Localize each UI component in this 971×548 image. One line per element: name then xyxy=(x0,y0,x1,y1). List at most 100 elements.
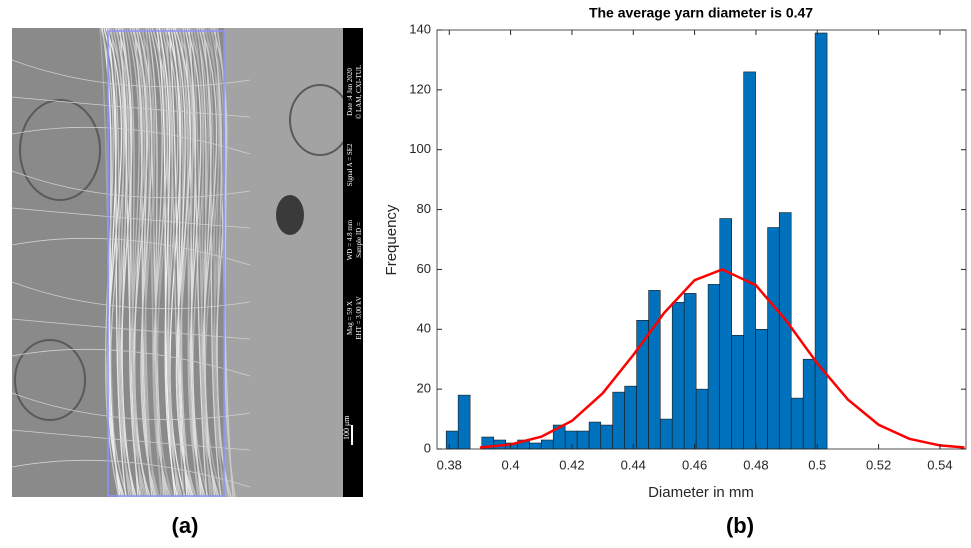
fiber xyxy=(128,28,148,497)
fiber xyxy=(207,28,227,497)
image-substrate xyxy=(224,28,344,497)
fiber xyxy=(147,28,167,497)
fiber xyxy=(186,28,206,497)
info-label: Mag = 59 X xyxy=(346,301,354,335)
bar xyxy=(457,394,471,450)
bar xyxy=(695,388,709,450)
bar xyxy=(683,293,697,450)
scale-bar-label: 100 μm xyxy=(342,415,351,440)
fiber xyxy=(138,28,158,497)
fit-curve xyxy=(479,268,965,449)
fiber xyxy=(210,28,230,497)
stray-fiber xyxy=(12,281,251,310)
selection-box xyxy=(107,30,225,497)
image-circle xyxy=(19,99,101,201)
fiber xyxy=(184,28,204,497)
info-label: Signal A = SE2 xyxy=(346,143,354,187)
fiber xyxy=(124,28,144,497)
info-label: EHT = 3.00 kV xyxy=(355,296,363,339)
bar xyxy=(576,430,590,450)
y-tick-label: 140 xyxy=(409,21,431,36)
x-tick-label: 0.38 xyxy=(437,457,462,472)
x-tick-label: 0.46 xyxy=(682,457,707,472)
stray-fiber xyxy=(12,59,251,88)
fiber xyxy=(209,28,229,497)
x-tick-label: 0.5 xyxy=(808,457,826,472)
y-tick-label: 40 xyxy=(417,321,431,336)
fiber xyxy=(156,28,176,497)
x-tick-label: 0.54 xyxy=(927,457,952,472)
x-tick-label: 0.52 xyxy=(866,457,891,472)
x-tick-label: 0.4 xyxy=(502,457,520,472)
fiber xyxy=(205,28,225,497)
panel-label: (a) xyxy=(172,513,199,538)
fiber xyxy=(151,28,171,497)
y-tick-label: 100 xyxy=(409,141,431,156)
fiber xyxy=(174,28,194,497)
fiber xyxy=(149,28,169,497)
plot-frame xyxy=(436,29,967,450)
fiber xyxy=(200,28,220,497)
sem-image: Date :4 Jun 2020 © LAM, CXI-TUL Signal A =… xyxy=(12,28,363,497)
fiber xyxy=(195,28,215,497)
bar xyxy=(540,439,554,450)
bar xyxy=(659,418,673,450)
fiber xyxy=(161,28,181,497)
y-tick-label: 80 xyxy=(417,201,431,216)
bar xyxy=(767,227,780,450)
bar xyxy=(612,391,625,450)
stray-fiber xyxy=(12,318,251,340)
fiber xyxy=(188,28,208,497)
bar xyxy=(648,290,661,450)
stray-fiber xyxy=(12,429,251,451)
bar xyxy=(707,284,721,450)
image-circle xyxy=(14,339,86,421)
bar xyxy=(624,385,637,450)
bar xyxy=(564,430,578,450)
info-label: Date :4 Jun 2020 xyxy=(346,68,354,116)
fiber xyxy=(137,28,157,497)
fiber xyxy=(172,28,192,497)
info-label: © LAM, CXI-TUL xyxy=(355,65,363,119)
y-axis-label: Frequency xyxy=(383,204,400,275)
fiber xyxy=(114,28,134,497)
bar xyxy=(588,421,602,450)
info-label: Sample ID = xyxy=(355,222,363,258)
x-axis-label: Diameter in mm xyxy=(648,484,754,501)
fiber xyxy=(121,28,141,497)
info-strip xyxy=(343,28,363,497)
fiber xyxy=(202,28,222,497)
stray-fiber xyxy=(12,170,251,199)
stray-fiber xyxy=(12,392,251,421)
bar xyxy=(778,212,792,450)
bar xyxy=(671,302,685,450)
fiber xyxy=(112,28,132,497)
fiber xyxy=(173,28,193,497)
y-tick-label: 0 xyxy=(424,440,431,455)
fiber xyxy=(107,28,127,497)
bar xyxy=(743,71,756,450)
bar xyxy=(790,397,804,450)
fiber xyxy=(115,28,135,497)
fiber xyxy=(135,28,155,497)
x-tick-label: 0.42 xyxy=(559,457,584,472)
bar xyxy=(529,442,542,450)
stray-fiber xyxy=(12,207,251,229)
yarn xyxy=(12,28,251,497)
fiber xyxy=(110,28,130,497)
stray-fiber xyxy=(12,348,251,377)
fiber xyxy=(133,28,153,497)
x-tick-label: 0.44 xyxy=(621,457,646,472)
bar xyxy=(719,218,733,450)
image-hole xyxy=(276,195,304,235)
fiber xyxy=(181,28,201,497)
fiber xyxy=(179,28,199,497)
panel-label: (b) xyxy=(726,513,754,538)
fiber xyxy=(193,28,213,497)
y-tick-label: 120 xyxy=(409,81,431,96)
bar xyxy=(600,424,614,450)
x-tick-label: 0.48 xyxy=(743,457,768,472)
bar xyxy=(636,320,649,450)
bar xyxy=(814,32,828,450)
